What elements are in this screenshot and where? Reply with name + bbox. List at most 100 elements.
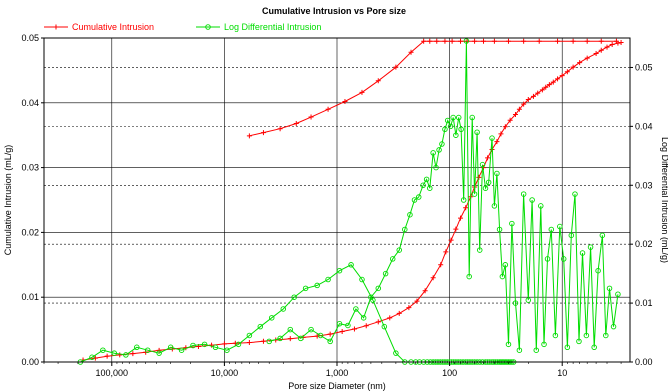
data-point [485, 179, 492, 186]
data-point [469, 114, 475, 121]
data-point [144, 347, 151, 353]
data-point [92, 355, 98, 361]
data-point [476, 247, 483, 253]
legend: Cumulative Intrusion Log Differential Int… [44, 22, 321, 32]
y-tick-label: 0.05 [21, 33, 39, 43]
data-point [494, 170, 500, 177]
data-point [472, 38, 478, 44]
x-tick-label: 100,000 [96, 368, 129, 378]
data-point [512, 111, 518, 117]
y-tick-label: 0.00 [21, 357, 39, 367]
data-point [458, 215, 464, 221]
data-point [455, 114, 462, 121]
data-point [583, 332, 590, 339]
data-point [568, 232, 575, 239]
data-point [260, 130, 266, 136]
data-point [494, 139, 500, 145]
data-point [498, 131, 504, 137]
data-point [453, 132, 459, 138]
x-axis: 100,000 10,000 1,000 100 10 [43, 362, 622, 378]
data-point [257, 323, 264, 330]
data-point [443, 249, 449, 255]
data-point [618, 40, 624, 46]
data-point [555, 38, 561, 44]
data-point [117, 352, 123, 358]
data-point [232, 340, 238, 346]
data-point [557, 223, 563, 230]
data-point [360, 315, 367, 321]
data-point [453, 226, 459, 232]
data-point [572, 191, 578, 197]
data-point [359, 89, 365, 95]
data-point [291, 294, 297, 300]
data-point [474, 129, 480, 136]
data-point [466, 273, 472, 280]
data-point [402, 226, 408, 233]
data-point [576, 338, 582, 345]
data-point [570, 38, 576, 44]
data-point [548, 226, 555, 233]
x-tick-label: 100 [442, 368, 457, 378]
data-point [430, 150, 436, 156]
x-tick-label: 1,000 [326, 368, 349, 378]
data-point [277, 335, 283, 342]
data-point [266, 338, 272, 345]
data-point [544, 256, 551, 262]
data-point [505, 341, 512, 348]
data-point [396, 247, 403, 253]
data-point [471, 191, 478, 197]
data-point [564, 344, 571, 351]
data-point [579, 250, 586, 256]
data-point [502, 262, 509, 268]
data-point [336, 320, 343, 327]
data-point [406, 305, 412, 311]
data-point [502, 124, 508, 130]
data-point [604, 44, 610, 50]
data-point [427, 38, 433, 44]
data-point [111, 350, 118, 356]
data-point [512, 300, 519, 306]
data-point [130, 351, 136, 357]
data-point [555, 76, 561, 82]
data-point [325, 106, 331, 112]
data-point [610, 323, 617, 330]
data-point [520, 191, 527, 197]
data-point [433, 164, 439, 171]
data-point [375, 78, 381, 84]
data-point [407, 211, 413, 218]
data-point [314, 333, 320, 339]
data-point [546, 82, 552, 88]
series-line [80, 264, 514, 363]
data-point [489, 135, 495, 141]
data-point [359, 276, 365, 283]
data-point [606, 285, 613, 292]
data-point [277, 126, 283, 132]
data-point [123, 352, 129, 358]
data-point [422, 288, 428, 294]
x-tick-label: 10 [557, 368, 567, 378]
data-point [482, 185, 489, 191]
data-point [591, 344, 597, 351]
data-point [434, 38, 440, 44]
data-point [246, 332, 253, 339]
data-point [134, 344, 140, 351]
data-point [345, 322, 351, 329]
data-point [351, 326, 357, 332]
data-point [481, 38, 486, 44]
data-point [327, 331, 333, 337]
data-point [430, 275, 436, 281]
data-point [438, 262, 444, 268]
data-point [212, 344, 219, 351]
y2-tick-label: 0.00 [635, 357, 653, 367]
data-point [448, 237, 454, 243]
y2-tick-label: 0.03 [635, 180, 653, 190]
y-tick-label: 0.02 [21, 227, 39, 237]
x-axis-label: Pore size Diameter (nm) [288, 381, 386, 391]
data-point [224, 347, 230, 353]
data-point [449, 38, 455, 44]
data-point [530, 93, 536, 99]
data-point [389, 256, 396, 262]
data-point [543, 84, 549, 90]
data-point [317, 332, 324, 339]
data-point [302, 285, 309, 292]
